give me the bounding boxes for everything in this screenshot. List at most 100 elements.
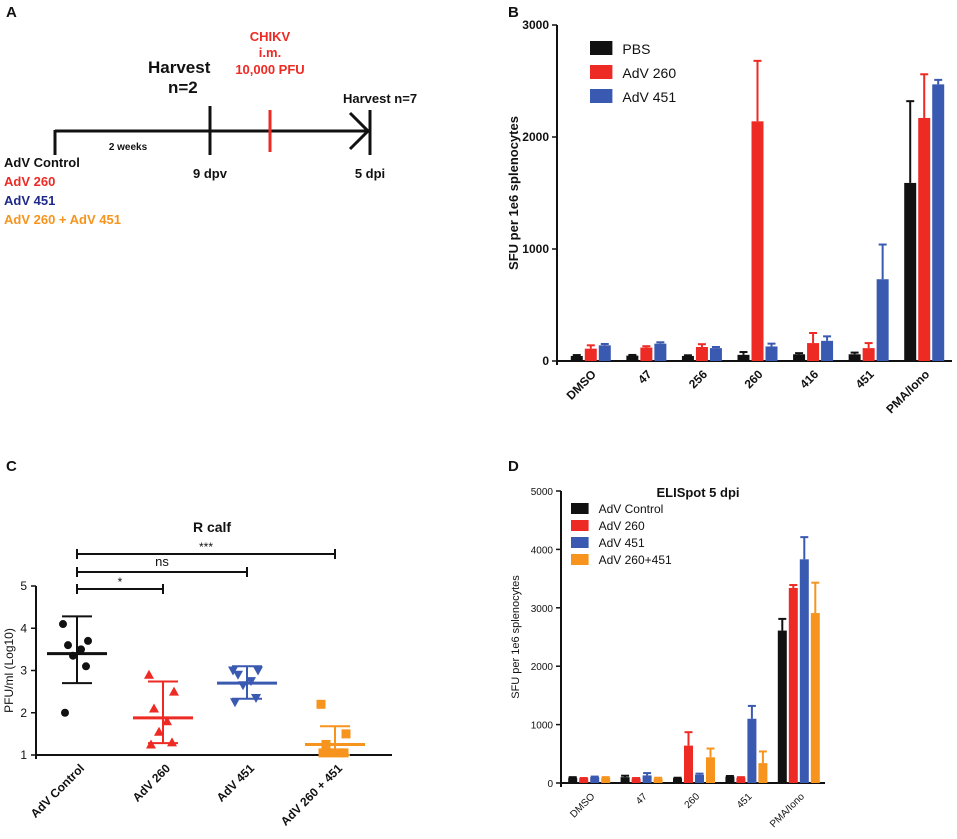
bar [681, 355, 694, 361]
harvest2-label: Harvest n=7 [343, 91, 417, 106]
bar [579, 778, 589, 783]
y-tick-label: 3000 [531, 604, 554, 615]
group-label-control: AdV Control [4, 155, 80, 170]
y-tick-label: 2000 [531, 662, 554, 673]
legend-label: AdV 260+451 [599, 553, 672, 567]
data-point [228, 666, 238, 676]
legend-label: AdV Control [599, 502, 664, 516]
x-tick-label: AdV 260 [130, 761, 174, 805]
data-point [77, 645, 85, 654]
bar [640, 347, 653, 361]
bar [654, 343, 667, 361]
legend-swatch [571, 554, 589, 565]
x-tick-label: 451 [853, 367, 877, 391]
bar [695, 347, 708, 361]
chart-c: 1 2 3 4 5 PFU/ml (Log10) R calf AdV Control AdV … [2, 519, 392, 828]
bar [631, 778, 641, 783]
data-point [69, 651, 77, 660]
y-tick-label: 0 [547, 779, 553, 790]
bar [601, 777, 611, 783]
y-tick-label: 3000 [522, 18, 549, 32]
x-tick-label: PMA/Iono [883, 367, 932, 416]
bar [642, 775, 652, 783]
bar [918, 117, 931, 362]
data-point [238, 681, 248, 691]
data-point [341, 729, 351, 739]
legend-swatch [571, 503, 589, 514]
chart-title: ELISpot 5 dpi [656, 485, 739, 500]
data-point [326, 748, 336, 758]
bar [765, 346, 778, 361]
data-point [318, 748, 328, 758]
x-tick-label: 47 [635, 367, 655, 387]
x-tick-label: 256 [686, 367, 710, 391]
legend-label: AdV 260 [622, 65, 676, 81]
bar [725, 776, 735, 783]
x-tick-label: AdV 451 [214, 761, 258, 805]
y-tick-label: 3 [20, 664, 27, 678]
data-point [230, 698, 240, 708]
panel-label-c: C [6, 458, 17, 475]
data-point [59, 620, 67, 629]
legend-label: AdV 260 [599, 519, 645, 533]
comparison-label: ns [155, 554, 169, 569]
interval-label: 2 weeks [109, 142, 148, 153]
x-tick-label: 416 [797, 367, 821, 391]
legend-swatch [590, 89, 613, 103]
bar [736, 777, 746, 783]
bar [807, 343, 820, 361]
bar [821, 340, 834, 361]
comparison-label: * [118, 575, 123, 589]
x-tick-label: AdV Control [28, 761, 87, 820]
data-point [167, 737, 177, 747]
bar [673, 778, 682, 783]
y-tick-label: 1000 [522, 242, 549, 256]
data-point [154, 726, 164, 736]
data-point [251, 693, 261, 703]
group-label-combo: AdV 260 + AdV 451 [4, 212, 121, 227]
data-point [64, 641, 72, 650]
bar [758, 763, 768, 783]
data-point [61, 708, 69, 717]
bar [620, 777, 630, 783]
bar [737, 354, 750, 361]
legend-swatch [571, 520, 589, 531]
data-point [84, 636, 92, 645]
bar [684, 745, 693, 783]
y-axis-title: SFU per 1e6 splenocytes [506, 116, 521, 270]
tick-label-5dpi: 5 dpi [355, 166, 385, 181]
bar [747, 718, 757, 783]
harvest1-n-label: n=2 [168, 78, 198, 97]
legend-swatch [590, 65, 613, 79]
panel-label-a: A [6, 4, 17, 21]
y-tick-label: 1 [20, 748, 27, 762]
timeline-panel: Harvest n=2 CHIKV i.m. 10,000 PFU Harves… [4, 29, 417, 227]
bar [793, 354, 806, 361]
x-tick-label: 260 [683, 791, 703, 811]
harvest1-label: Harvest [148, 58, 211, 77]
y-tick-label: 2000 [522, 130, 549, 144]
y-tick-label: 5000 [531, 487, 554, 498]
bar [799, 559, 809, 783]
data-point [82, 662, 90, 671]
legend-swatch [571, 537, 589, 548]
tick-label-9dpv: 9 dpv [193, 166, 228, 181]
x-tick-label: 451 [735, 791, 755, 811]
challenge-label-2: i.m. [259, 45, 281, 60]
y-tick-label: 5 [20, 579, 27, 593]
y-axis-title: PFU/ml (Log10) [2, 628, 16, 713]
legend-swatch [590, 41, 613, 55]
y-axis-title: SFU per 1e6 splenocytes [510, 575, 522, 699]
bar [848, 354, 861, 361]
bar [626, 355, 639, 361]
legend-label: AdV 451 [622, 89, 676, 105]
bar [653, 778, 663, 783]
bar [570, 355, 583, 361]
panel-label-d: D [508, 458, 519, 475]
timeline-arrowhead [348, 111, 371, 151]
x-tick-label: 47 [634, 791, 650, 807]
data-point [233, 670, 243, 680]
chart-d: 0 1000 2000 3000 4000 5000 SFU per 1e6 splenoc… [510, 485, 825, 830]
data-point [169, 686, 179, 696]
bar [876, 279, 889, 361]
